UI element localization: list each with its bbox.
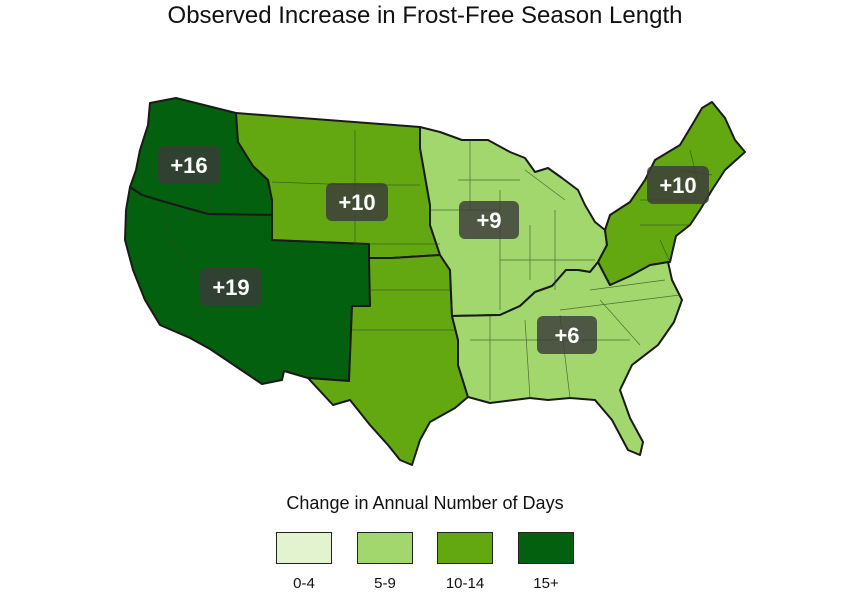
badge-midwest-value: +9	[476, 208, 501, 233]
badge-midwest: +9	[459, 201, 519, 239]
us-region-map: +16 +19 +10 +9 +6 +10	[124, 97, 746, 466]
badge-southeast-value: +6	[554, 323, 579, 348]
badge-northeast-value: +10	[659, 173, 696, 198]
legend-swatch-0-4	[276, 532, 332, 564]
legend-label-5-9: 5-9	[374, 575, 396, 592]
badge-southwest-value: +19	[212, 275, 249, 300]
legend-swatch-5-9	[357, 532, 413, 564]
badge-great-plains-north-value: +10	[338, 190, 375, 215]
badge-southwest: +19	[200, 268, 262, 306]
badge-northwest: +16	[158, 146, 220, 184]
badge-northeast: +10	[647, 166, 709, 204]
legend-swatch-15-plus	[518, 532, 574, 564]
badge-southeast: +6	[537, 316, 597, 354]
legend-label-10-14: 10-14	[445, 575, 485, 592]
legend-label-0-4: 0-4	[293, 575, 315, 592]
region-southeast	[451, 261, 683, 456]
badge-great-plains-north: +10	[326, 183, 388, 221]
legend-title: Change in Annual Number of Days	[286, 493, 564, 513]
legend-swatch-10-14	[437, 532, 493, 564]
map-title: Observed Increase in Frost-Free Season L…	[167, 2, 683, 29]
legend-label-15-plus: 15+	[533, 575, 559, 592]
badge-northwest-value: +16	[170, 153, 207, 178]
